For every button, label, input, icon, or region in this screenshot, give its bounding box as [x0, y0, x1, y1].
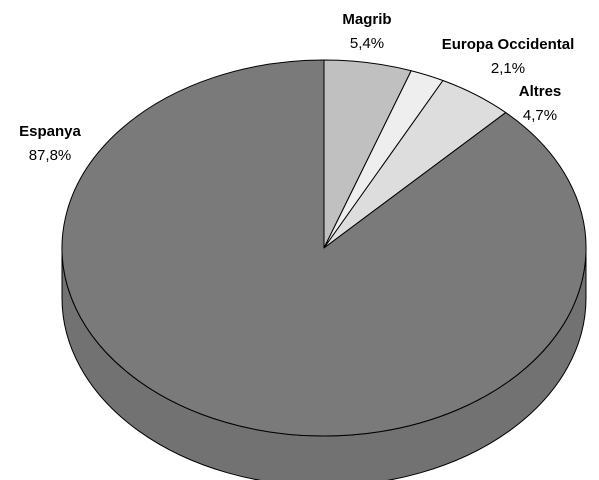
slice-name: Espanya	[19, 123, 81, 140]
slice-name: Magrib	[342, 11, 391, 28]
slice-value-label: 87,8%	[29, 147, 72, 164]
slice-name: Europa Occidental	[442, 36, 575, 53]
slice-value-label: 2,1%	[491, 60, 525, 77]
slice-value-label: 4,7%	[523, 107, 557, 124]
slice-value-label: 5,4%	[350, 35, 384, 52]
pie-slice	[61, 59, 587, 437]
slice-name: Altres	[519, 83, 562, 100]
